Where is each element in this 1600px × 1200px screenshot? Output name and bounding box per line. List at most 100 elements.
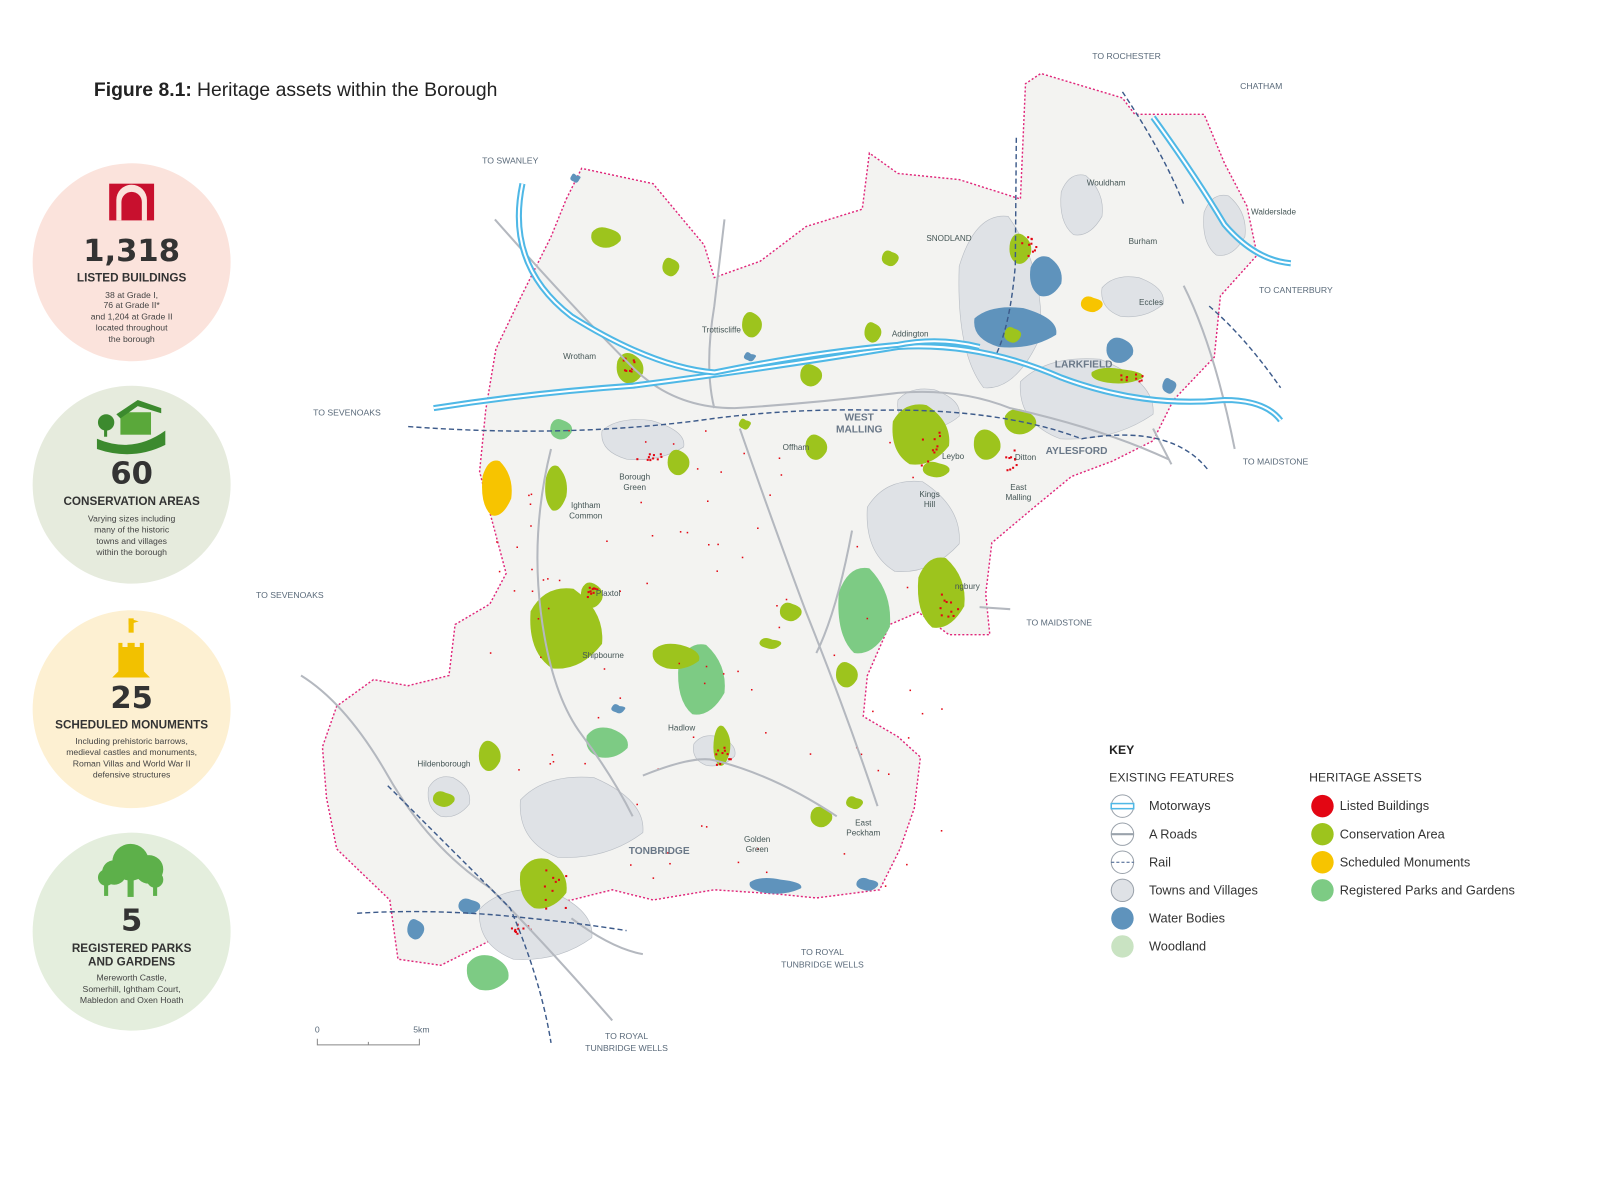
conservation-area — [779, 602, 802, 622]
listed-building — [719, 762, 722, 765]
place-label: Trottiscliffe — [702, 326, 741, 335]
place-label: Wouldham — [1087, 179, 1126, 188]
listed-building — [1035, 246, 1038, 249]
water-body — [856, 877, 879, 891]
conservation-area — [713, 725, 731, 766]
listed-building — [630, 864, 632, 866]
listed-building — [716, 570, 718, 572]
listed-building — [1030, 242, 1033, 245]
listed-building — [1009, 468, 1012, 471]
stat-description: defensive structures — [93, 770, 171, 780]
town-area — [519, 776, 644, 858]
listed-building — [589, 590, 592, 593]
key-label: Rail — [1149, 854, 1171, 869]
stat-description: located throughout — [96, 323, 168, 333]
place-label: Hadlow — [668, 724, 695, 733]
listed-building — [860, 753, 863, 756]
key-title: KEY — [1109, 743, 1134, 757]
direction-label: TO MAIDSTONE — [1243, 456, 1309, 466]
listed-building — [935, 448, 938, 451]
listed-building — [552, 876, 555, 879]
listed-building — [1141, 375, 1144, 378]
place-label: East — [855, 819, 872, 828]
listed-building — [547, 607, 550, 610]
listed-building — [530, 525, 532, 527]
place-label: Kings — [919, 490, 939, 499]
listed-building — [776, 605, 778, 607]
listed-building — [522, 927, 525, 930]
conservation-area — [591, 227, 621, 248]
listed-building — [941, 708, 943, 710]
stat-number: 5 — [121, 904, 142, 939]
listed-building — [729, 758, 732, 761]
listed-building — [1006, 469, 1009, 472]
key-heading: HERITAGE ASSETS — [1309, 771, 1422, 785]
listed-building — [644, 441, 647, 443]
listed-building — [529, 503, 532, 506]
listed-building — [518, 769, 520, 771]
place-label: Plaxtol — [596, 589, 621, 598]
stat-description: Mereworth Castle, — [97, 973, 167, 983]
listed-building — [785, 598, 788, 601]
place-label: Malling — [1005, 493, 1031, 502]
listed-building — [510, 927, 513, 930]
listed-building — [765, 732, 767, 734]
registered-park — [466, 955, 509, 991]
listed-building — [945, 601, 948, 604]
listed-building — [636, 458, 639, 461]
listed-building — [633, 361, 636, 364]
listed-building — [629, 369, 632, 372]
stat-description: Roman Villas and World War II — [73, 758, 191, 768]
listed-building — [909, 689, 912, 692]
town-area — [601, 419, 685, 460]
place-label: Green — [623, 483, 646, 492]
listed-building — [949, 601, 953, 604]
motorways — [433, 115, 1292, 423]
water-body — [974, 307, 1057, 348]
stat-circle — [32, 610, 231, 809]
listed-building — [537, 618, 540, 620]
listed-building — [543, 885, 546, 888]
a-roads — [300, 218, 1236, 1022]
place-label: Ightham — [571, 501, 601, 510]
conservation-area — [1091, 367, 1144, 384]
listed-building — [530, 493, 533, 496]
listed-building — [545, 869, 548, 872]
stat-number: 1,318 — [83, 234, 180, 269]
stat-description: within the borough — [95, 547, 167, 557]
listed-building — [1008, 457, 1011, 460]
stat-description: Varying sizes including — [88, 513, 176, 523]
listed-building — [722, 673, 725, 675]
listed-building — [619, 697, 622, 699]
parks-icon — [97, 843, 164, 897]
listed-building — [554, 880, 557, 883]
key-label: Listed Buildings — [1340, 798, 1429, 813]
place-label: Borough — [619, 473, 650, 482]
scale-label: 0 — [315, 1025, 320, 1035]
listed-building — [651, 534, 654, 537]
listed-building — [547, 578, 549, 580]
stat-number: 60 — [110, 457, 153, 492]
key-swatch — [1311, 851, 1334, 874]
conservation-area — [892, 404, 950, 465]
listed-building — [1033, 249, 1036, 252]
stat-label: LISTED BUILDINGS — [77, 272, 187, 285]
listed-building — [939, 607, 942, 610]
listed-building — [1027, 236, 1030, 239]
listed-building — [568, 429, 570, 432]
key-swatch — [1311, 822, 1334, 846]
listed-building — [1140, 379, 1143, 382]
listed-building — [1027, 254, 1030, 257]
listed-building — [1021, 242, 1024, 245]
listed-building — [737, 861, 740, 864]
listed-building — [696, 468, 699, 470]
listed-building — [606, 540, 608, 543]
listed-building — [542, 579, 545, 581]
listed-building — [652, 457, 655, 460]
listed-building — [631, 367, 634, 370]
water-body — [611, 704, 626, 714]
listed-building — [703, 682, 706, 685]
conservation-area — [738, 418, 751, 430]
listed-building — [721, 752, 724, 755]
key-label: A Roads — [1149, 826, 1197, 841]
